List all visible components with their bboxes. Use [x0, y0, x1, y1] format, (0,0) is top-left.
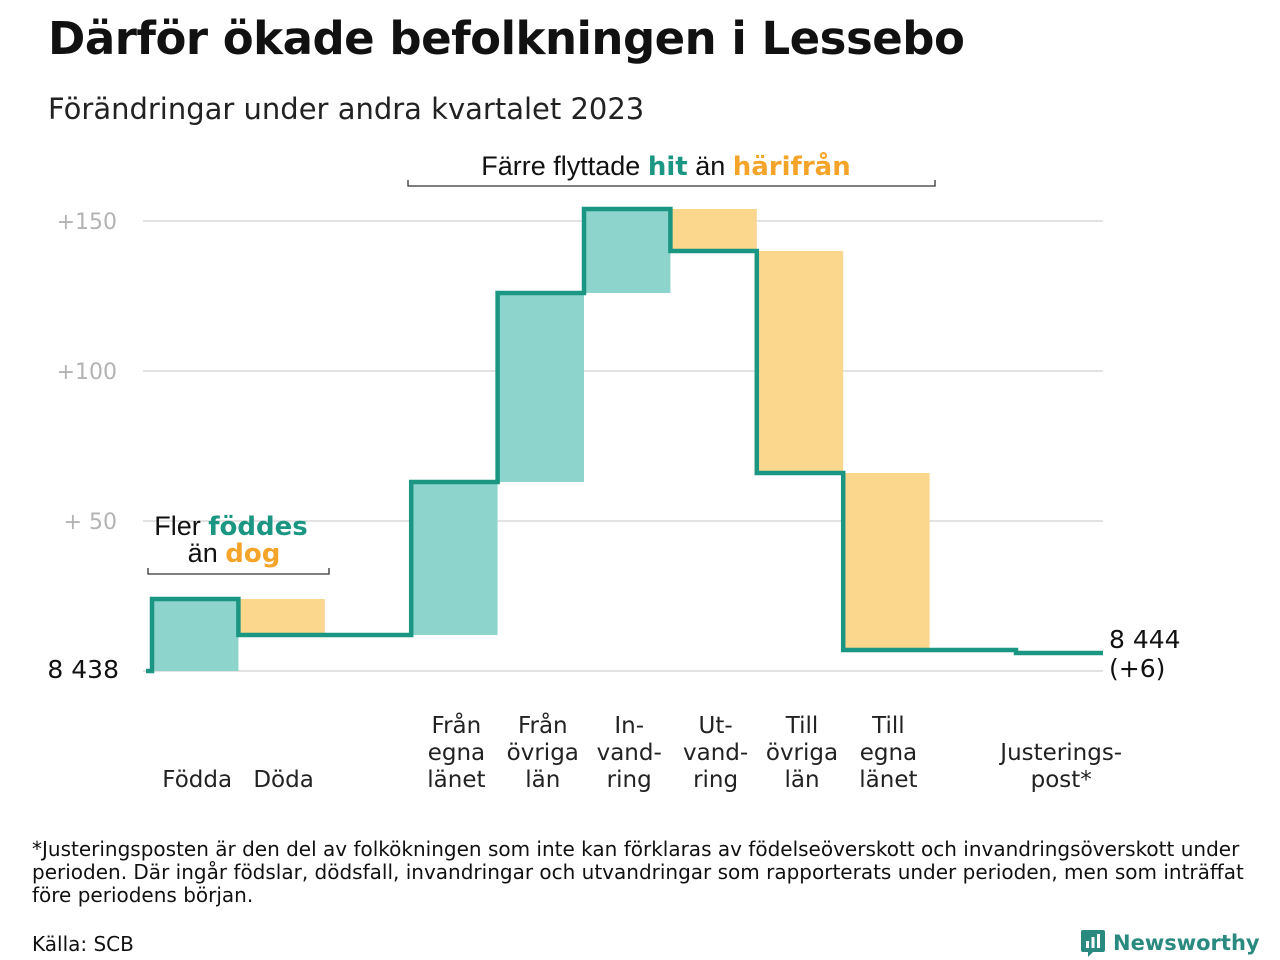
- category-label: Till: [871, 713, 905, 739]
- bar-increase: [152, 599, 239, 671]
- end-labels: 8 438 8 444 (+6): [47, 625, 1180, 684]
- brand-name: Newsworthy: [1113, 931, 1260, 955]
- end-change-label: (+6): [1109, 654, 1165, 683]
- category-label: Från: [432, 711, 482, 739]
- category-label: länet: [859, 767, 917, 793]
- migration-annotation-text: Färre flyttade: [481, 151, 648, 181]
- category-label: länet: [427, 767, 485, 793]
- category-label: ring: [607, 767, 652, 793]
- chart-title: Därför ökade befolkningen i Lessebo: [48, 12, 965, 65]
- births-annotation-text: Fler: [154, 511, 208, 541]
- category-label: vand-: [597, 740, 662, 766]
- category-label: övriga: [507, 740, 579, 766]
- y-tick-label: +100: [57, 360, 117, 385]
- category-label: In-: [614, 713, 644, 739]
- category-label: Justerings-: [998, 740, 1122, 766]
- start-value-label: 8 438: [47, 655, 119, 684]
- category-label: övriga: [766, 740, 838, 766]
- bar-decrease: [670, 209, 757, 251]
- y-axis-ticks: + 50 +100 +150: [57, 210, 117, 535]
- category-labels: Födda DödaFrånegnalänetFrånövrigalänIn-va…: [162, 711, 1122, 793]
- cumulative-step-line: [146, 206, 1103, 674]
- bars: [152, 209, 930, 671]
- bar-decrease: [756, 251, 844, 473]
- svg-text:Färre flyttade hit än härifrån: Färre flyttade hit än härifrån: [481, 150, 850, 182]
- chart-subtitle: Förändringar under andra kvartalet 2023: [48, 92, 645, 126]
- category-label: län: [525, 767, 560, 793]
- y-tick-label: +150: [57, 210, 117, 235]
- migration-annotation: Färre flyttade hit än härifrån: [407, 150, 936, 187]
- births-annotation: Fler föddes än dog: [147, 511, 330, 575]
- category-label: Till: [785, 713, 819, 739]
- category-label: Födda: [162, 767, 232, 793]
- step-line: [146, 206, 1103, 674]
- category-label: Döda: [253, 767, 313, 793]
- category-label: egna: [428, 740, 485, 766]
- bar-decrease: [843, 473, 930, 650]
- births-bracket: [147, 568, 330, 575]
- category-label: egna: [860, 740, 917, 766]
- category-label: ring: [693, 767, 738, 793]
- footnote: *Justeringsposten är den del av folkökni…: [32, 837, 1244, 907]
- migration-annotation-text-2: än: [688, 151, 733, 181]
- svg-text:Fler föddes: Fler föddes: [154, 511, 308, 542]
- bar-increase: [497, 293, 584, 482]
- migration-annotation-harifran: härifrån: [733, 150, 851, 182]
- births-annotation-highlight: föddes: [208, 512, 308, 542]
- births-annotation-text-2: än: [188, 538, 226, 568]
- source-label: Källa: SCB: [32, 932, 134, 956]
- category-label: Ut-: [699, 713, 733, 739]
- brand-logo: Newsworthy: [1080, 928, 1260, 958]
- bar-increase: [411, 482, 498, 635]
- migration-bracket: [407, 180, 936, 187]
- end-value-label: 8 444: [1109, 625, 1181, 654]
- category-label: vand-: [683, 740, 748, 766]
- category-label: län: [784, 767, 819, 793]
- category-label: Från: [518, 711, 568, 739]
- bar-increase: [584, 209, 671, 293]
- y-tick-label: + 50: [64, 510, 117, 535]
- migration-annotation-hit: hit: [648, 152, 688, 182]
- waterfall-chart: + 50+100+150 Födda DödaFrånegnalänetFrånö…: [47, 150, 1180, 793]
- category-label: post*: [1031, 767, 1092, 793]
- svg-text:än dog: än dog: [188, 538, 281, 569]
- bar-decrease: [238, 599, 325, 635]
- newsworthy-logo-icon: [1081, 930, 1105, 957]
- deaths-annotation-highlight: dog: [225, 539, 280, 569]
